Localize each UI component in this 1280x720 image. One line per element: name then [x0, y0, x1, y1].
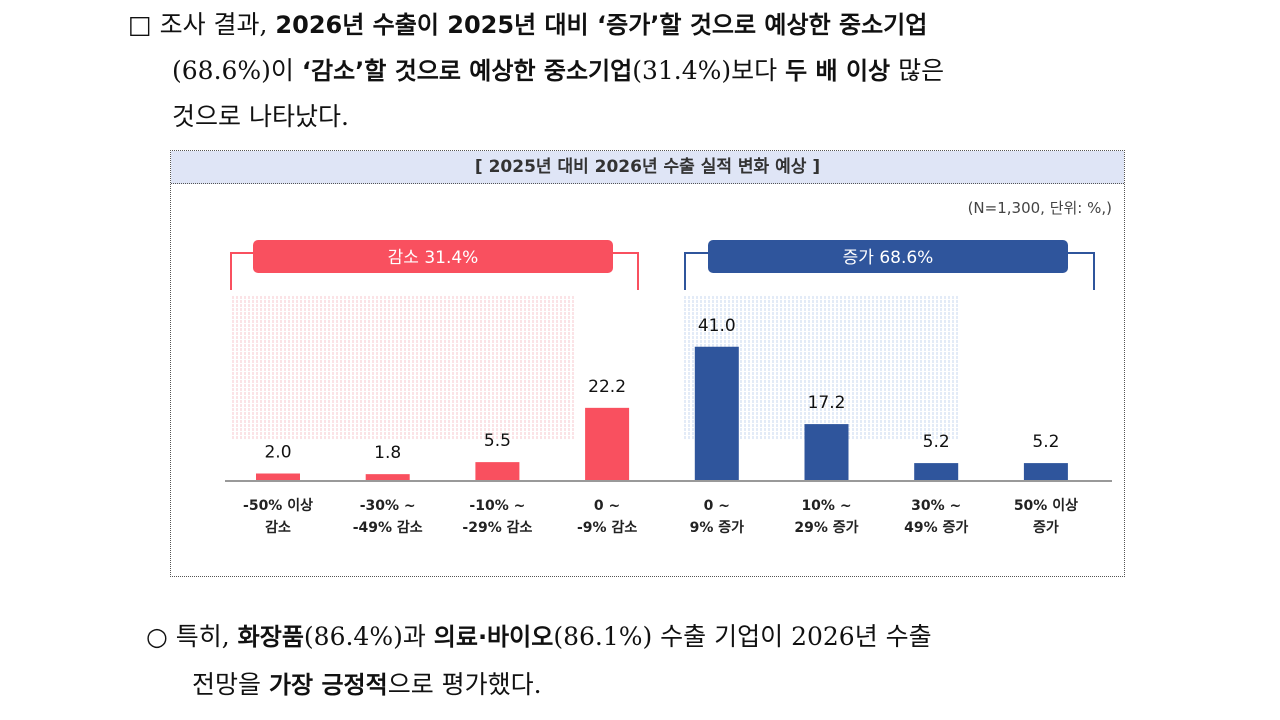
bar — [694, 346, 739, 480]
category-label: 30% ~ — [911, 498, 961, 514]
chart-box: [ 2025년 대비 2026년 수출 실적 변화 예상 ] (N=1,300,… — [170, 150, 1125, 577]
text: 전망을 — [192, 670, 269, 699]
category-label: -49% 감소 — [353, 519, 423, 536]
category-label: -9% 감소 — [577, 519, 637, 536]
decrease-group-label-bg — [253, 240, 613, 273]
data-label: 17.2 — [808, 393, 846, 413]
bar — [256, 473, 300, 480]
category-label: -50% 이상 — [243, 497, 313, 514]
text: 으로 평가했다. — [387, 670, 542, 699]
bar — [365, 474, 410, 480]
category-label: 증가 — [1033, 520, 1059, 536]
bar — [804, 424, 849, 480]
data-label: 1.8 — [374, 443, 401, 463]
bar — [914, 463, 959, 480]
chart-title: [ 2025년 대비 2026년 수출 실적 변화 예상 ] — [171, 151, 1124, 184]
paragraph-2-line-2: 전망을 가장 긍정적으로 평가했다. — [192, 670, 542, 700]
category-label: 50% 이상 — [1014, 497, 1078, 514]
bar — [585, 407, 630, 480]
paragraph-1-line-3: 것으로 나타났다. — [172, 102, 349, 132]
data-label: 22.2 — [588, 377, 626, 397]
increase-group-label-bg — [708, 240, 1068, 273]
text: (31.4%)보다 — [632, 56, 786, 85]
bold-text: 두 배 이상 — [785, 57, 891, 85]
category-label: 감소 — [265, 519, 291, 536]
bold-text: ‘감소’할 것으로 예상한 중소기업 — [301, 57, 633, 85]
data-label: 5.5 — [484, 431, 511, 451]
text: (86.1%) 수출 기업이 2026년 수출 — [553, 622, 932, 651]
category-label: -30% ~ — [360, 498, 416, 514]
bold-text: 화장품 — [237, 623, 304, 651]
category-label: 9% 증가 — [690, 520, 745, 536]
data-label: 41.0 — [698, 316, 736, 336]
category-label: 10% ~ — [801, 498, 851, 514]
paragraph-2-line-1: ○ 특히, 화장품(86.4%)과 의료·바이오(86.1%) 수출 기업이 2… — [146, 622, 932, 652]
text: □ 조사 결과, — [128, 10, 276, 39]
unit-note: (N=1,300, 단위: %,) — [967, 199, 1112, 217]
decrease-group-label: 감소 31.4% — [388, 248, 479, 268]
data-label: 2.0 — [264, 443, 291, 463]
bar — [1023, 463, 1068, 480]
category-label: -10% ~ — [469, 498, 525, 514]
text: (86.4%)과 — [303, 622, 434, 651]
bar — [475, 462, 520, 480]
data-label: 5.2 — [1032, 432, 1059, 452]
bold-text: 가장 긍정적 — [268, 671, 388, 699]
text: 것으로 나타났다. — [172, 102, 349, 131]
paragraph-1-line-2: (68.6%)이 ‘감소’할 것으로 예상한 중소기업(31.4%)보다 두 배… — [172, 56, 944, 86]
category-label: -29% 감소 — [462, 519, 532, 536]
bold-text: 의료·바이오 — [433, 623, 554, 651]
category-label: 49% 증가 — [904, 520, 968, 536]
increase-group-label: 증가 68.6% — [843, 248, 934, 268]
decrease-shade — [230, 295, 575, 440]
text: (68.6%)이 — [172, 56, 302, 85]
data-label: 5.2 — [923, 432, 950, 452]
category-label: 29% 증가 — [794, 520, 858, 536]
category-label: 0 ~ — [594, 498, 620, 514]
category-label: 0 ~ — [704, 498, 730, 514]
text: ○ 특히, — [146, 622, 238, 651]
paragraph-1-line-1: □ 조사 결과, 2026년 수출이 2025년 대비 ‘증가’할 것으로 예상… — [128, 10, 927, 40]
text: 많은 — [890, 56, 945, 85]
bold-text: 2026년 수출이 2025년 대비 ‘증가’할 것으로 예상한 중소기업 — [275, 11, 928, 39]
